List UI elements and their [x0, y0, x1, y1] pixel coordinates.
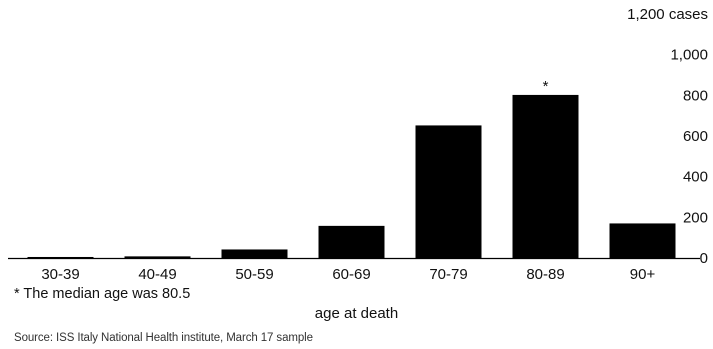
bar-50-59 — [221, 249, 288, 258]
y-tick-label: 0 — [700, 250, 708, 267]
x-tick-label: 50-59 — [235, 266, 273, 283]
bar-40-49 — [124, 256, 191, 258]
bar-60-69 — [318, 225, 385, 258]
bar-90+ — [609, 223, 676, 258]
x-tick-label: 40-49 — [138, 266, 176, 283]
x-tick-label: 70-79 — [429, 266, 467, 283]
y-tick-label: 800 — [683, 87, 708, 104]
bar-30-39 — [27, 256, 94, 258]
chart-footnote: * The median age was 80.5 — [14, 286, 191, 302]
y-tick-label: 1,200 cases — [627, 6, 708, 23]
x-tick-label: 90+ — [630, 266, 656, 283]
bar-80-89 — [512, 94, 579, 258]
y-tick-label: 200 — [683, 209, 708, 226]
x-tick-label: 80-89 — [526, 266, 564, 283]
y-tick-label: 400 — [683, 169, 708, 186]
y-tick-label: 600 — [683, 128, 708, 145]
bar-70-79 — [415, 125, 482, 258]
y-tick-label: 1,000 — [670, 47, 708, 64]
chart-source: Source: ISS Italy National Health instit… — [14, 332, 313, 344]
x-tick-label: 60-69 — [332, 266, 370, 283]
x-tick-label: 30-39 — [41, 266, 79, 283]
x-axis-label: age at death — [314, 305, 399, 322]
bar-chart: 1,200 cases 1,000 800 600 400 200 0 30-39 40-49 5… — [8, 6, 708, 283]
annotation-asterisk: * — [543, 78, 549, 95]
